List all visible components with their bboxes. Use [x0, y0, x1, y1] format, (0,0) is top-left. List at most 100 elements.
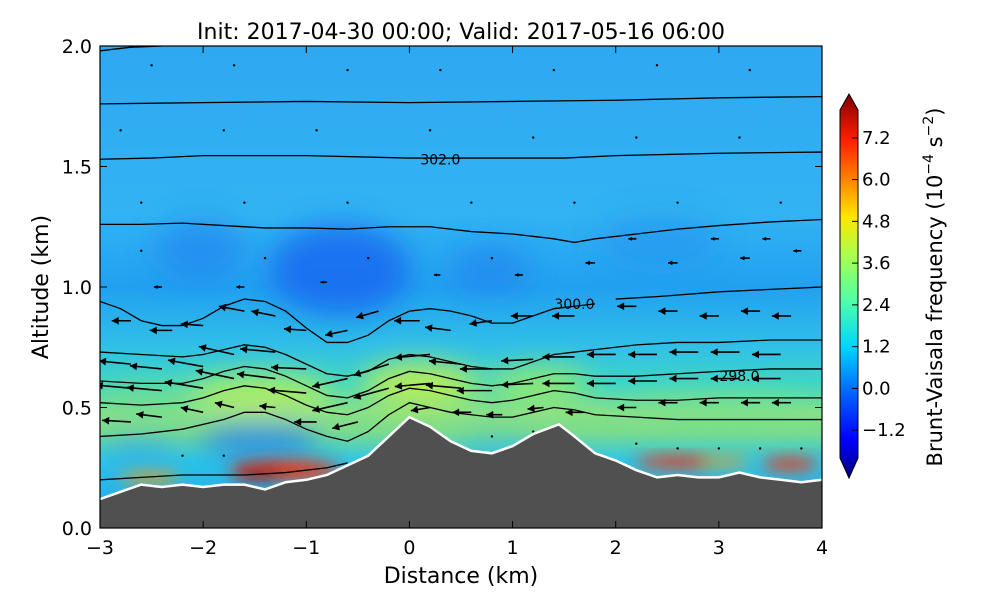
wind-arrow: [129, 362, 162, 371]
wind-arrow: [153, 285, 162, 289]
wind-arrow: [353, 363, 390, 377]
plot-area: 302.0 300.0 298.0: [100, 46, 822, 528]
wind-arrow: [312, 377, 348, 389]
wind-arrow-head: [527, 404, 535, 413]
wind-arrow: [565, 408, 585, 417]
wind-arrow: [486, 410, 503, 419]
wind-arrow: [100, 381, 132, 390]
wind-arrow-head: [394, 353, 403, 361]
wind-arrow: [433, 273, 441, 277]
wind-arrow: [751, 374, 781, 383]
wind-arrow-head: [429, 357, 437, 366]
wind-arrow-head: [542, 379, 550, 388]
wind-arrow-head: [164, 379, 173, 387]
wind-arrow: [394, 353, 431, 361]
wind-arrow: [617, 302, 637, 311]
wind-arrow: [236, 285, 245, 289]
wind-arrow: [710, 348, 740, 356]
wind-arrow: [585, 260, 596, 266]
y-tick-label: 0.0: [62, 518, 92, 540]
wind-arrow-dot: [635, 442, 638, 445]
colorbar-tick-label: 6.0: [862, 170, 891, 191]
wind-arrow-dot: [315, 129, 318, 132]
colorbar-body: [839, 92, 859, 480]
x-tick-label: 4: [816, 537, 828, 559]
wind-arrow-head: [762, 236, 767, 241]
wind-arrow-dot: [490, 256, 494, 260]
wind-arrow-head: [180, 405, 189, 413]
wind-arrow-head: [793, 248, 797, 253]
wind-arrow-dot: [243, 201, 246, 204]
wind-arrow-head: [294, 418, 302, 426]
wind-arrow-head: [740, 307, 748, 315]
wind-arrow: [542, 379, 575, 388]
wind-arrow-dot: [470, 201, 473, 204]
wind-arrow-head: [710, 236, 715, 241]
wind-arrow-dot: [779, 201, 782, 204]
wind-arrow: [195, 368, 235, 380]
wind-arrow-head: [710, 348, 718, 356]
wind-arrow: [552, 312, 575, 320]
wind-arrow: [658, 398, 678, 407]
wind-arrow-dot: [800, 447, 803, 450]
wind-arrow: [424, 324, 451, 332]
wind-arrow-head: [628, 350, 636, 359]
wind-arrow: [425, 381, 462, 390]
wind-arrow: [669, 374, 699, 383]
wind-arrow-dot: [150, 64, 153, 67]
wind-arrow-dot: [552, 68, 556, 72]
wind-arrow: [251, 308, 276, 317]
wind-arrow-dot: [655, 64, 659, 67]
wind-arrow: [180, 320, 204, 329]
isentrope-line: [100, 385, 822, 416]
wind-arrow-head: [425, 324, 433, 332]
x-tick-label: −1: [292, 537, 320, 559]
wind-arrow-head: [236, 285, 240, 289]
wind-arrow-head: [456, 386, 464, 395]
wind-arrow-head: [136, 410, 144, 419]
colorbar-tick-label: 4.8: [862, 211, 891, 232]
colorbar-tick-label: 0.0: [862, 378, 891, 399]
wind-arrow: [740, 307, 761, 315]
wind-arrow: [771, 312, 792, 320]
wind-arrow-head: [240, 345, 248, 354]
wind-arrow-dot: [263, 256, 267, 260]
isentrope-line: [615, 286, 822, 300]
wind-arrow-dot: [119, 129, 122, 132]
wind-arrow-head: [325, 329, 333, 338]
wind-arrow-head: [100, 381, 104, 390]
wind-arrow-head: [669, 374, 677, 383]
colorbar-label-exp1: −4: [921, 154, 937, 175]
wind-arrow: [771, 398, 792, 407]
wind-arrow: [167, 357, 204, 368]
contour-labels: 302.0 300.0 298.0: [420, 152, 759, 385]
wind-arrow: [267, 386, 307, 395]
wind-arrow-dot: [676, 447, 679, 450]
wind-arrow: [469, 319, 493, 327]
wind-arrow-head: [100, 357, 107, 366]
wind-arrow-head: [271, 363, 279, 372]
wind-arrow-head: [410, 405, 419, 414]
wind-arrow-dot: [346, 68, 349, 72]
wind-arrow-head: [433, 273, 437, 277]
wind-arrow-head: [126, 384, 135, 392]
wind-arrow: [668, 260, 678, 266]
wind-arrow-head: [740, 398, 748, 407]
wind-arrow: [710, 374, 740, 383]
colorbar: 7.2 6.0 4.8 3.6 2.4 1.2 0.0 −1.2 Brunt-Vaisala …: [839, 92, 947, 480]
wind-arrow-head: [669, 348, 677, 356]
wind-arrow-head: [628, 377, 636, 385]
wind-arrow: [332, 421, 359, 431]
wind-arrow-dot: [738, 136, 741, 139]
wind-arrow-head: [565, 408, 573, 417]
wind-arrow: [164, 379, 204, 390]
colorbar-tick-label: 3.6: [862, 253, 891, 274]
x-axis-ticks: −3 −2 −1 0 1 2 3 4: [86, 46, 828, 559]
wind-arrow: [214, 400, 235, 409]
wind-arrow: [542, 353, 575, 361]
terrain-edge: [100, 415, 822, 501]
contour-label: 302.0: [420, 152, 460, 168]
wind-arrow-head: [195, 368, 204, 376]
wind-arrow: [394, 316, 420, 325]
x-tick-label: −2: [189, 537, 217, 559]
